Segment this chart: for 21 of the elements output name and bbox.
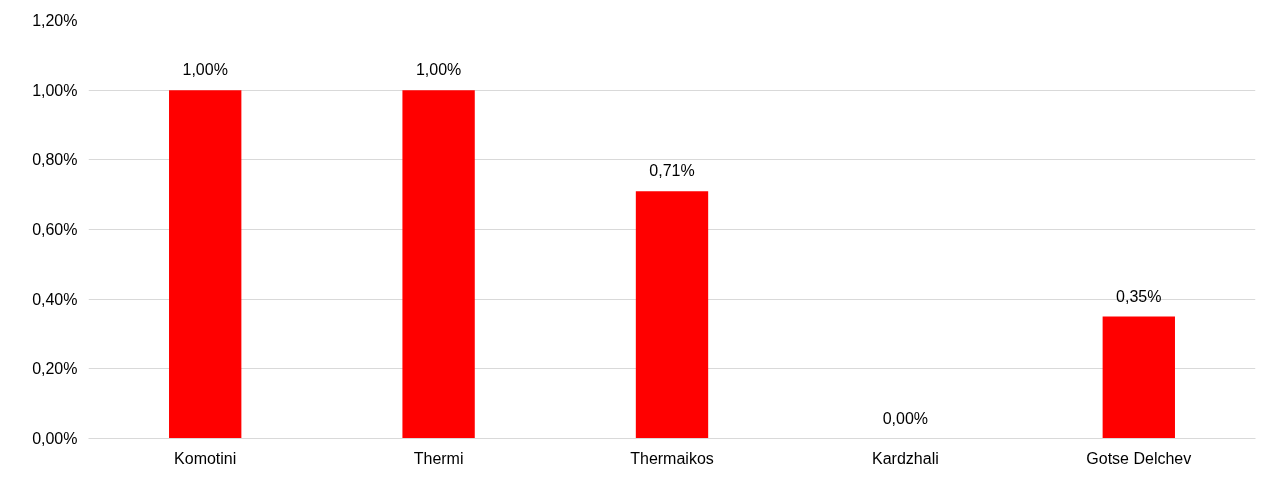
y-tick-label: 0,40% <box>32 290 78 308</box>
y-tick-label: 0,20% <box>32 360 78 378</box>
y-tick-label: 1,20% <box>32 12 78 29</box>
bar <box>402 90 475 439</box>
x-tick-label: Gotse Delchev <box>1086 449 1192 467</box>
data-label: 1,00% <box>182 61 228 79</box>
x-tick-label: Thermaikos <box>630 449 714 467</box>
data-label: 0,35% <box>1116 287 1162 305</box>
y-tick-label: 0,80% <box>32 151 78 169</box>
data-label: 0,71% <box>649 162 695 180</box>
y-tick-label: 0,60% <box>32 221 78 238</box>
x-tick-label: Thermi <box>413 449 464 467</box>
data-label: 1,00% <box>415 61 462 79</box>
x-tick-label: Kardzhali <box>872 449 939 467</box>
bar <box>169 90 242 439</box>
y-tick-label: 0,00% <box>32 430 78 447</box>
bar <box>1102 316 1175 439</box>
bar <box>635 191 709 439</box>
data-label: 0,00% <box>882 409 929 427</box>
y-tick-label: 1,00% <box>32 81 78 99</box>
x-tick-label: Komotini <box>174 449 237 467</box>
